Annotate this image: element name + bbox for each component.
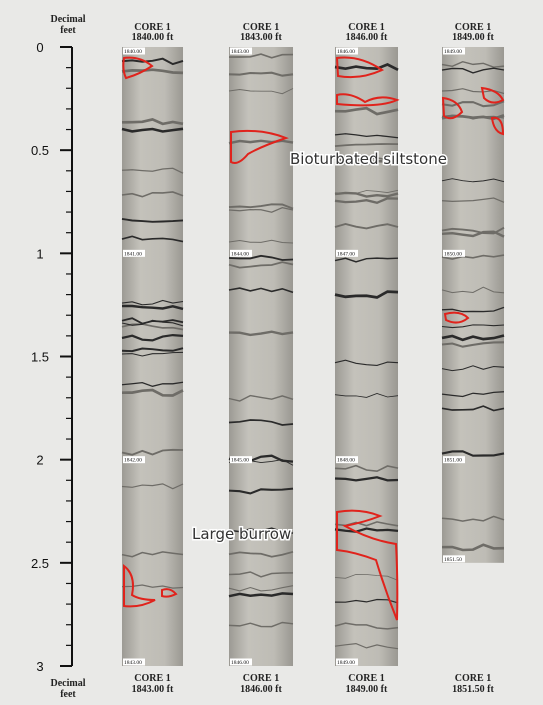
depth-tag: 1842.00	[124, 458, 142, 464]
axis-title: feet	[60, 25, 76, 36]
depth-tag: 1849.00	[444, 49, 462, 55]
axis-title: feet	[60, 689, 76, 700]
depth-tick-label: 0	[36, 40, 43, 55]
depth-tag: 1850.00	[444, 251, 462, 257]
depth-tag: 1840.00	[124, 49, 142, 55]
depth-tick-label: 2	[36, 453, 43, 468]
depth-tag: 1851.50	[444, 557, 462, 563]
core-footer: 1851.50 ft	[452, 684, 494, 695]
core-photo	[442, 47, 504, 563]
depth-tick-label: 2.5	[31, 556, 49, 571]
depth-tag: 1844.00	[231, 251, 249, 257]
figure: 00.511.522.53DecimalfeetDecimalfeetCORE …	[0, 0, 543, 705]
depth-tag: 1849.00	[337, 660, 355, 666]
depth-tag: 1843.00	[124, 660, 142, 666]
depth-tag: 1843.00	[231, 49, 249, 55]
core-footer: 1846.00 ft	[240, 684, 282, 695]
depth-axis	[60, 47, 72, 666]
core-footer: 1849.00 ft	[346, 684, 388, 695]
depth-tag: 1848.00	[337, 458, 355, 464]
core-footer: 1843.00 ft	[132, 684, 174, 695]
annotation: Large burrow	[192, 525, 291, 543]
depth-tick-label: 3	[36, 659, 43, 674]
axis-title: Decimal	[51, 14, 86, 25]
core-header: 1846.00 ft	[346, 32, 388, 43]
core-header: 1843.00 ft	[240, 32, 282, 43]
depth-tick-label: 0.5	[31, 143, 49, 158]
annotation: Bioturbated siltstone	[290, 150, 447, 168]
depth-tick-label: 1	[36, 246, 43, 261]
core-footer: CORE 1	[455, 673, 491, 684]
core-footer: CORE 1	[348, 673, 384, 684]
cores	[122, 47, 504, 666]
depth-tick-label: 1.5	[31, 350, 49, 365]
core-header: 1840.00 ft	[132, 32, 174, 43]
core-photo	[335, 47, 398, 666]
core-footer: CORE 1	[134, 673, 170, 684]
depth-tag: 1846.00	[337, 49, 355, 55]
depth-tag: 1851.00	[444, 458, 462, 464]
axis-title: Decimal	[51, 678, 86, 689]
core-header: 1849.00 ft	[452, 32, 494, 43]
depth-tag: 1847.00	[337, 251, 355, 257]
depth-tag: 1845.00	[231, 458, 249, 464]
depth-tag: 1841.00	[124, 251, 142, 257]
depth-tag: 1846.00	[231, 660, 249, 666]
core-footer: CORE 1	[243, 673, 279, 684]
